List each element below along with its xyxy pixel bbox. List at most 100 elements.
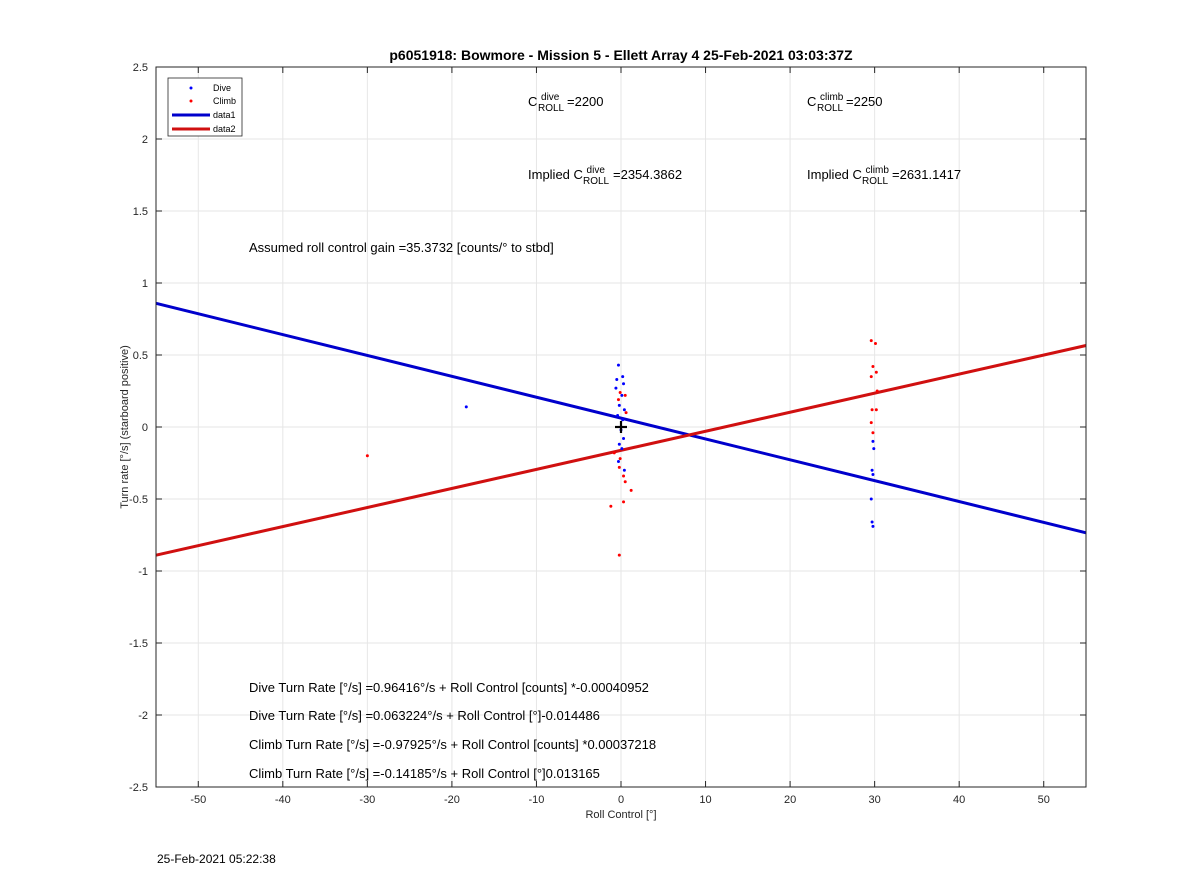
point-dive [622,408,626,412]
y-tick-label: -2.5 [129,782,148,794]
x-tick-label: 50 [1038,794,1050,806]
x-tick-label: -10 [529,794,545,806]
c-roll-dive-subscript: ROLL [538,103,565,114]
point-dive [614,386,618,390]
legend-data1-label: data1 [213,110,236,120]
point-climb [618,457,622,461]
c-roll-climb-subscript: ROLL [817,103,844,114]
implied-climb-annotation: Implied C climb ROLL =2631.1417 [807,161,961,187]
tick-labels: -50 -40 -30 -20 -10 0 10 20 30 40 50-2.5-2-1.5-1-0… [129,62,1086,806]
y-tick-label: 0.5 [133,350,148,362]
point-dive [617,403,621,407]
fit-lines [155,301,1087,557]
point-climb [871,431,875,435]
point-climb [873,341,877,345]
c-roll-dive-superscript: dive [541,92,560,103]
legend-data2-label: data2 [213,124,236,134]
legend-dive-label: Dive [213,83,231,93]
point-climb [874,370,878,374]
y-tick-label: 1.5 [133,206,148,218]
y-tick-label: 1 [142,278,148,290]
y-tick-label: 2.5 [133,62,148,74]
legend-climb-label: Climb [213,96,236,106]
y-tick-label: 0 [142,422,148,434]
point-climb [609,504,613,508]
point-dive [870,468,874,472]
c-roll-dive-letter: C [528,94,537,109]
implied-dive-subscript: ROLL [583,176,610,187]
point-climb [623,480,627,484]
point-climb [869,339,873,343]
point-climb [365,454,369,458]
point-climb [870,408,874,412]
implied-climb-subscript: ROLL [862,176,889,187]
legend-box [167,77,243,137]
point-climb [629,488,633,492]
implied-dive-annotation: Implied C dive ROLL =2354.3862 [528,161,682,187]
y-tick-label: -0.5 [129,494,148,506]
point-dive [871,439,875,443]
point-dive [869,497,873,501]
x-tick-label: -50 [190,794,206,806]
c-roll-climb-letter: C [807,94,816,109]
point-climb [622,500,626,504]
point-climb [874,408,878,412]
point-climb [618,390,622,394]
point-dive [617,442,621,446]
x-tick-label: -30 [359,794,375,806]
implied-climb-prefix: Implied C [807,167,862,182]
point-dive [620,393,624,397]
point-climb [875,389,879,393]
point-climb [617,465,621,469]
y-tick-label: -1 [138,566,148,578]
point-climb [623,393,627,397]
gain-annotation: Assumed roll control gain =35.3732 [coun… [249,240,554,255]
point-dive [616,363,620,367]
x-tick-label: 30 [869,794,881,806]
point-dive [871,524,875,528]
climb-counts-equation: Climb Turn Rate [°/s] =-0.97925°/s + Rol… [249,737,656,752]
c-roll-dive-annotation: C dive ROLL =2200 [528,88,604,114]
point-climb [617,553,621,557]
origin-marker [615,421,627,433]
y-tick-label: -2 [138,710,148,722]
annotations: C dive ROLL =2200 C climb ROLL =2250 Imp… [249,88,961,781]
point-dive [615,377,619,381]
implied-climb-superscript: climb [866,165,890,176]
dive-degrees-equation: Dive Turn Rate [°/s] =0.063224°/s + Roll… [249,708,600,723]
footer-timestamp: 25-Feb-2021 05:22:38 [157,852,276,866]
implied-dive-value: =2354.3862 [613,167,682,182]
point-dive [622,382,626,386]
point-dive [622,468,626,472]
c-roll-climb-annotation: C climb ROLL =2250 [807,88,883,114]
fit-line-data1 [155,301,1087,535]
x-axis-label: Roll Control [°] [585,809,656,821]
point-climb [622,474,626,478]
implied-climb-value: =2631.1417 [892,167,961,182]
point-climb [871,365,875,369]
x-tick-label: 40 [953,794,965,806]
point-climb [869,375,873,379]
c-roll-climb-value: =2250 [846,94,883,109]
point-dive [616,460,620,464]
point-climb [869,421,873,425]
legend-dive-marker [189,86,193,90]
y-tick-label: 2 [142,134,148,146]
x-tick-label: 20 [784,794,796,806]
x-tick-label: 0 [618,794,624,806]
point-dive [464,405,468,409]
chart-title: p6051918: Bowmore - Mission 5 - Ellett A… [389,47,853,63]
implied-dive-prefix: Implied C [528,167,583,182]
point-dive [621,418,625,422]
point-dive [871,473,875,477]
point-dive [616,413,620,417]
point-dive [870,520,874,524]
point-climb [616,398,620,402]
x-tick-label: -40 [275,794,291,806]
point-dive [620,447,624,451]
point-dive [872,447,876,451]
climb-degrees-equation: Climb Turn Rate [°/s] =-0.14185°/s + Rol… [249,766,600,781]
y-tick-label: -1.5 [129,638,148,650]
c-roll-climb-superscript: climb [820,92,844,103]
